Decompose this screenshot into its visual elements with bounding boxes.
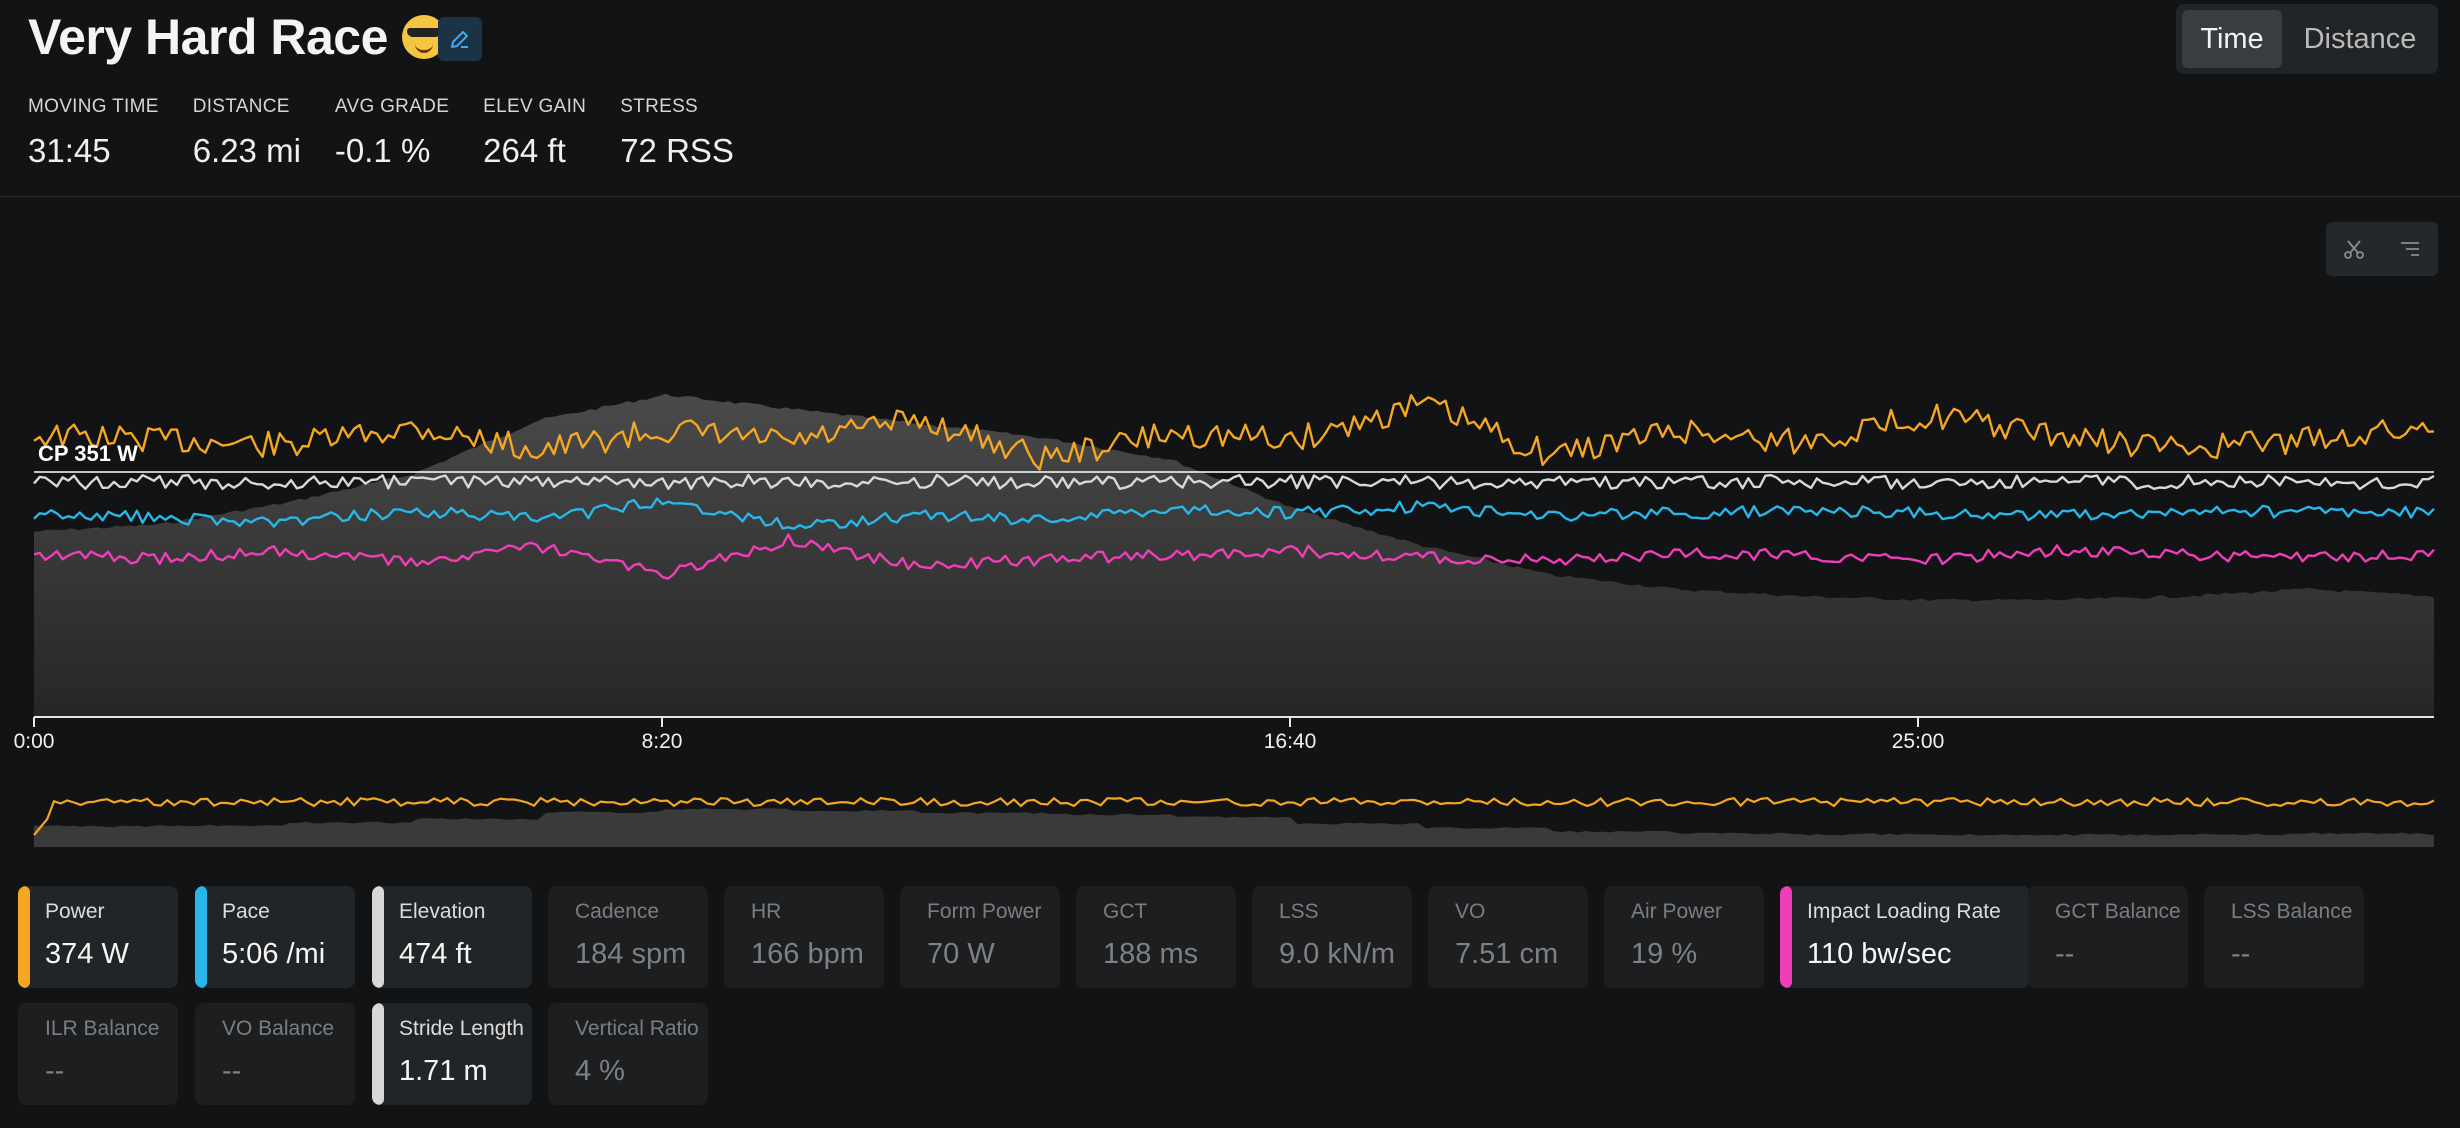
metric-label: Cadence: [575, 900, 660, 923]
summary-stat-label: MOVING TIME: [28, 96, 159, 117]
metric-card-lss-balance[interactable]: LSS Balance --: [2204, 886, 2364, 988]
x-tick-label: 25:00: [1892, 730, 1945, 753]
axis-toggle: Time Distance: [2176, 4, 2438, 74]
metric-label: LSS: [1279, 900, 1319, 923]
metric-card-stride-length[interactable]: Stride Length 1.71 m: [372, 1003, 532, 1105]
metric-card-lss[interactable]: LSS 9.0 kN/m: [1252, 886, 1412, 988]
edit-title-button[interactable]: [438, 17, 482, 61]
metric-value: --: [2055, 938, 2075, 970]
metric-value: --: [222, 1055, 242, 1087]
metric-value: 4 %: [575, 1055, 625, 1087]
x-tick-label: 16:40: [1264, 730, 1317, 753]
metric-label: GCT Balance: [2055, 900, 2181, 923]
series-line-impact-loading-rate: [33, 533, 2435, 580]
metric-card-impact-loading-rate[interactable]: Impact Loading Rate 110 bw/sec: [1780, 886, 2030, 988]
summary-stat: MOVING TIME 31:45: [28, 96, 159, 170]
toggle-time[interactable]: Time: [2182, 10, 2282, 68]
metric-label: GCT: [1103, 900, 1148, 923]
metric-value: --: [45, 1055, 65, 1087]
summary-stats: MOVING TIME 31:45 DISTANCE 6.23 mi AVG GRADE…: [28, 96, 768, 170]
overview-chart[interactable]: [0, 775, 2460, 855]
metric-color-bar: [1780, 886, 1792, 988]
summary-stat-label: ELEV GAIN: [483, 96, 587, 117]
crop-selection-button[interactable]: [2326, 222, 2382, 276]
summary-stat-value: 72 RSS: [620, 132, 734, 169]
summary-stat-value: -0.1 %: [334, 132, 431, 169]
chart-menu-button[interactable]: [2382, 222, 2438, 276]
metric-card-hr[interactable]: HR 166 bpm: [724, 886, 884, 988]
metric-label: Pace: [222, 900, 270, 923]
metric-label: HR: [751, 900, 782, 923]
pencil-icon: [451, 31, 468, 48]
summary-stat-value: 6.23 mi: [192, 132, 301, 169]
activity-title: Very Hard Race: [28, 8, 446, 66]
series-line-elevation: [33, 473, 2435, 491]
summary-stat-label: AVG GRADE: [334, 96, 450, 117]
metric-card-cadence[interactable]: Cadence 184 spm: [548, 886, 708, 988]
metric-card-air-power[interactable]: Air Power 19 %: [1604, 886, 1764, 988]
metric-label: VO: [1455, 900, 1486, 923]
metric-label: Elevation: [399, 900, 486, 923]
metric-value: 1.71 m: [399, 1055, 488, 1087]
metric-label: Vertical Ratio: [575, 1017, 699, 1040]
elevation-area: [34, 393, 2434, 717]
main-chart[interactable]: CP 351 W 0:00 8:20 16:40 25:00: [0, 360, 2460, 760]
metric-value: 166 bpm: [751, 938, 864, 970]
summary-stat: ELEV GAIN 264 ft: [483, 96, 586, 170]
summary-stat-value: 264 ft: [483, 132, 566, 169]
metric-card-vo-balance[interactable]: VO Balance --: [195, 1003, 355, 1105]
scissors-icon: [2344, 240, 2364, 259]
cp-reference-label: CP 351 W: [38, 441, 138, 466]
metric-label: LSS Balance: [2231, 900, 2353, 923]
metric-card-vo[interactable]: VO 7.51 cm: [1428, 886, 1588, 988]
metric-label: VO Balance: [222, 1017, 335, 1040]
metric-color-bar: [195, 886, 207, 988]
metric-value: 474 ft: [399, 938, 472, 970]
metric-card-gct-balance[interactable]: GCT Balance --: [2028, 886, 2188, 988]
metric-card-vertical-ratio[interactable]: Vertical Ratio 4 %: [548, 1003, 708, 1105]
metric-card-form-power[interactable]: Form Power 70 W: [900, 886, 1060, 988]
metric-card-elevation[interactable]: Elevation 474 ft: [372, 886, 532, 988]
metric-card-gct[interactable]: GCT 188 ms: [1076, 886, 1236, 988]
summary-stat-value: 31:45: [28, 132, 111, 169]
metric-label: ILR Balance: [45, 1017, 160, 1040]
chart-tools: [2326, 222, 2438, 276]
overview-power-line: [33, 796, 2435, 836]
metric-color-bar: [372, 1003, 384, 1105]
toggle-distance[interactable]: Distance: [2303, 23, 2417, 55]
activity-header: Very Hard Race MOVING TIME 31:45 DISTANCE 6…: [0, 0, 2460, 197]
metric-value: 9.0 kN/m: [1279, 938, 1396, 970]
metric-card-pace[interactable]: Pace 5:06 /mi: [195, 886, 355, 988]
metric-value: --: [2231, 938, 2251, 970]
metric-value: 7.51 cm: [1455, 938, 1559, 970]
metric-color-bar: [18, 886, 30, 988]
metric-color-bar: [372, 886, 384, 988]
metric-value: 184 spm: [575, 938, 687, 970]
metric-card-power[interactable]: Power 374 W: [18, 886, 178, 988]
summary-stat-label: DISTANCE: [192, 96, 290, 117]
metric-label: Impact Loading Rate: [1807, 900, 2001, 923]
metric-value: 188 ms: [1103, 938, 1199, 970]
metric-value: 110 bw/sec: [1807, 938, 1952, 970]
metric-value: 19 %: [1631, 938, 1698, 970]
overview-elevation-area: [34, 808, 2434, 847]
series-line-power: [33, 394, 2435, 471]
x-tick-label: 8:20: [642, 730, 683, 753]
summary-stat: DISTANCE 6.23 mi: [193, 96, 301, 170]
summary-stat: AVG GRADE -0.1 %: [335, 96, 449, 170]
metric-value: 5:06 /mi: [222, 938, 326, 970]
summary-stat-label: STRESS: [620, 96, 699, 117]
activity-title-text: Very Hard Race: [28, 9, 388, 65]
metric-label: Form Power: [927, 900, 1042, 923]
metric-label: Stride Length: [399, 1017, 524, 1040]
summary-stat: STRESS 72 RSS: [620, 96, 734, 170]
list-icon: [2401, 242, 2419, 256]
metric-card-ilr-balance[interactable]: ILR Balance --: [18, 1003, 178, 1105]
metric-value: 374 W: [45, 938, 129, 970]
series-line-pace: [33, 497, 2435, 530]
x-tick-label: 0:00: [14, 730, 55, 753]
metric-label: Power: [45, 900, 105, 923]
metric-value: 70 W: [927, 938, 995, 970]
metric-label: Air Power: [1631, 900, 1723, 923]
